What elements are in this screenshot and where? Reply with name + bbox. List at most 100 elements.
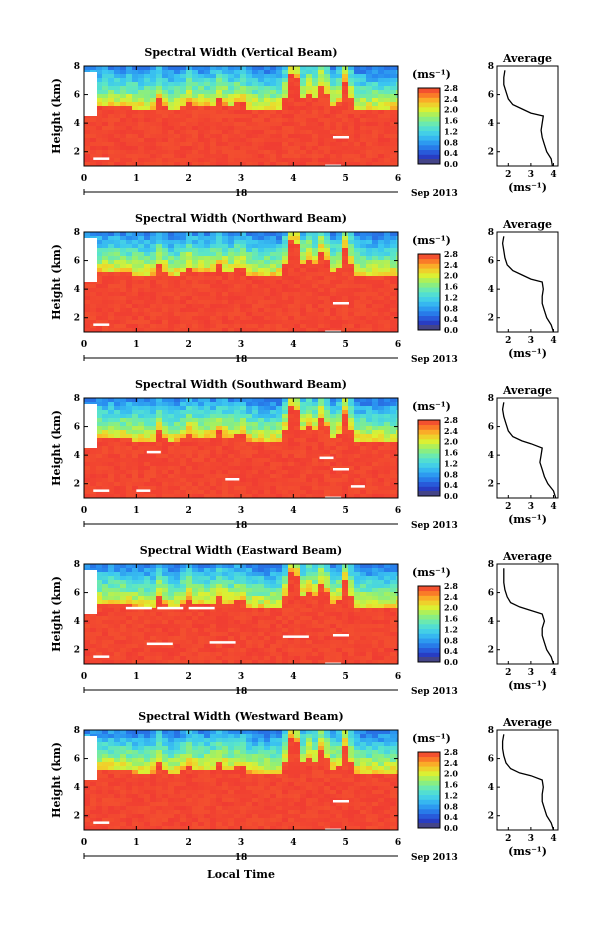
heatmap-cell xyxy=(144,446,151,451)
heatmap-cell xyxy=(180,652,187,657)
heatmap-cell xyxy=(234,328,241,333)
heatmap-cell xyxy=(150,490,157,495)
heatmap-cell xyxy=(294,398,301,403)
heatmap-cell xyxy=(198,584,205,589)
heatmap-cell xyxy=(252,490,259,495)
heatmap-cell xyxy=(168,304,175,309)
heatmap-cell xyxy=(258,398,265,403)
heatmap-cell xyxy=(198,652,205,657)
heatmap-cell xyxy=(366,486,373,491)
heatmap-cell xyxy=(138,232,145,237)
heatmap-cell xyxy=(324,252,331,257)
heatmap-cell xyxy=(84,122,91,127)
heatmap-cell xyxy=(120,656,127,661)
heatmap-cell xyxy=(270,138,277,143)
heatmap-cell xyxy=(228,114,235,119)
heatmap-cell xyxy=(324,288,331,293)
heatmap-cell xyxy=(168,446,175,451)
heatmap-cell xyxy=(324,158,331,163)
heatmap-cell xyxy=(222,158,229,163)
heatmap-cell xyxy=(270,264,277,269)
heatmap-cell xyxy=(84,470,91,475)
heatmap-cell xyxy=(204,494,211,499)
heatmap-cell xyxy=(282,106,289,111)
heatmap-cell xyxy=(270,418,277,423)
colorbar-segment xyxy=(418,443,440,449)
heatmap-cell xyxy=(186,284,193,289)
heatmap-cell xyxy=(102,264,109,269)
heatmap-cell xyxy=(126,636,133,641)
heatmap-cell xyxy=(174,146,181,151)
heatmap-cell xyxy=(264,82,271,87)
heatmap-cell xyxy=(132,572,139,577)
heatmap-cell xyxy=(384,82,391,87)
heatmap-cell xyxy=(102,102,109,107)
heatmap-cell xyxy=(252,110,259,115)
heatmap-cell xyxy=(114,660,121,665)
heatmap-cell xyxy=(216,450,223,455)
colorbar-segment xyxy=(418,277,440,283)
heatmap-cell xyxy=(306,410,313,415)
heatmap-cell xyxy=(96,430,103,435)
heatmap-cell xyxy=(354,110,361,115)
heatmap-cell xyxy=(264,162,271,167)
heatmap-cell xyxy=(156,158,163,163)
heatmap-cell xyxy=(348,126,355,131)
heatmap-cell xyxy=(318,98,325,103)
heatmap-cell xyxy=(132,74,139,79)
heatmap-cell xyxy=(192,414,199,419)
heatmap-cell xyxy=(114,110,121,115)
heatmap-cell xyxy=(246,130,253,135)
heatmap-cell xyxy=(384,150,391,155)
heatmap-cell xyxy=(90,150,97,155)
heatmap-cell xyxy=(288,264,295,269)
heatmap-cell xyxy=(396,248,399,253)
heatmap-cell xyxy=(234,592,241,597)
heatmap-cell xyxy=(204,138,211,143)
heatmap-cell xyxy=(246,494,253,499)
heatmap-cell xyxy=(156,442,163,447)
y-axis-label: Height (km) xyxy=(50,78,63,154)
heatmap-cell xyxy=(234,434,241,439)
heatmap-cell xyxy=(384,418,391,423)
heatmap-cell xyxy=(132,490,139,495)
heatmap-cell xyxy=(276,78,283,83)
heatmap-cell xyxy=(90,292,97,297)
heatmap-cell xyxy=(270,280,277,285)
heatmap-cell xyxy=(246,312,253,317)
heatmap-cell xyxy=(156,94,163,99)
heatmap-cell xyxy=(294,482,301,487)
heatmap-cell xyxy=(192,288,199,293)
heatmap-cell xyxy=(234,430,241,435)
heatmap-cell xyxy=(228,652,235,657)
heatmap-cell xyxy=(96,90,103,95)
heatmap-cell xyxy=(228,588,235,593)
heatmap-cell xyxy=(96,592,103,597)
heatmap-cell xyxy=(108,486,115,491)
heatmap-cell xyxy=(324,418,331,423)
heatmap-cell xyxy=(210,438,217,443)
heatmap-cell xyxy=(318,110,325,115)
heatmap-cell xyxy=(90,162,97,167)
heatmap-cell xyxy=(228,422,235,427)
y-tick-label: 6 xyxy=(74,91,80,101)
heatmap-cell xyxy=(204,304,211,309)
heatmap-cell xyxy=(270,398,277,403)
heatmap-cell xyxy=(384,236,391,241)
heatmap-cell xyxy=(318,292,325,297)
heatmap-cell xyxy=(144,328,151,333)
heatmap-cell xyxy=(90,474,97,479)
colorbar-tick-label: 2.4 xyxy=(444,260,458,270)
heatmap-cell xyxy=(336,414,343,419)
heatmap-cell xyxy=(318,398,325,403)
heatmap-cell xyxy=(174,292,181,297)
heatmap-cell xyxy=(174,158,181,163)
heatmap-cell xyxy=(276,438,283,443)
heatmap-cell xyxy=(216,592,223,597)
heatmap-cell xyxy=(378,130,385,135)
heatmap-cell xyxy=(384,426,391,431)
heatmap-cell xyxy=(330,308,337,313)
heatmap-cell xyxy=(192,466,199,471)
heatmap-cell xyxy=(348,74,355,79)
heatmap-cell xyxy=(132,592,139,597)
